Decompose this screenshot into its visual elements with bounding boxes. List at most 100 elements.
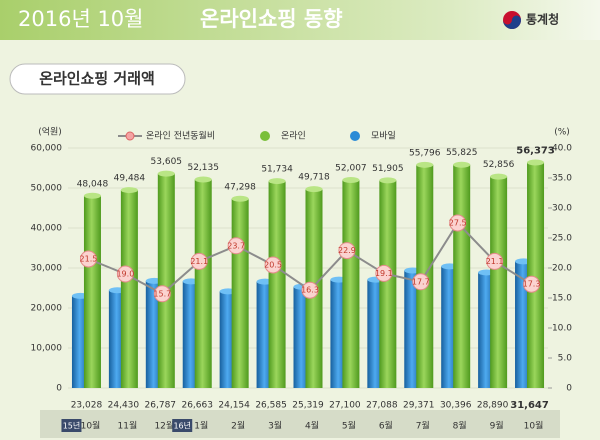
value-label: 55,825 (446, 148, 478, 158)
value-label: 52,856 (483, 160, 515, 170)
online-bar (527, 162, 545, 388)
yoy-label: 23.7 (227, 241, 245, 250)
y2-tick-label: 0 (566, 384, 572, 394)
yoy-point (301, 281, 319, 299)
y-tick-label: 60,000 (31, 144, 63, 154)
yoy-point (486, 252, 504, 270)
online-bar (120, 190, 138, 388)
yoy-point (190, 252, 208, 270)
yoy-point (412, 273, 430, 291)
value-label: 51,905 (372, 164, 404, 174)
yoy-point (153, 285, 171, 303)
value-label: 27,100 (329, 401, 361, 411)
value-label: 30,396 (440, 401, 472, 411)
title: 온라인쇼핑 동향 (200, 7, 343, 31)
online-bar (268, 181, 286, 388)
x-tick-label: 1월 (194, 420, 208, 432)
bar-cap (120, 187, 138, 194)
y2-tick-label: 30.0 (552, 204, 572, 214)
legend-marker (125, 131, 135, 141)
yoy-point (338, 242, 356, 260)
yoy-label: 17.3 (523, 280, 541, 289)
x-tick-label: 9월 (490, 420, 504, 432)
y-tick-label: 10,000 (31, 344, 63, 354)
legend-marker (260, 131, 270, 141)
online-bar (231, 198, 249, 388)
y-tick-label: 20,000 (31, 304, 63, 314)
y-tick-label: 30,000 (31, 264, 63, 274)
legend-label: 온라인 전년동월비 (146, 130, 215, 142)
online-bar (490, 176, 508, 388)
bar-cap (342, 176, 360, 183)
yoy-label: 21.1 (486, 257, 504, 266)
bar-cap (305, 186, 323, 193)
bar-cap (490, 173, 508, 180)
value-label: 52,007 (335, 163, 367, 173)
legend-label: 온라인 (281, 131, 306, 142)
yoy-label: 21.1 (190, 257, 208, 266)
header-band (0, 0, 600, 40)
value-label: 28,890 (477, 401, 509, 411)
y2-tick-label: 10.0 (552, 324, 572, 334)
yoy-label: 20.5 (264, 261, 282, 270)
agency: 통계청 (526, 12, 559, 27)
yoy-point (116, 265, 134, 283)
value-label: 29,371 (403, 401, 435, 411)
online-bar (157, 173, 175, 388)
online-bar (342, 179, 360, 388)
value-label: 56,373 (516, 146, 555, 157)
value-label: 48,048 (77, 179, 109, 189)
x-tick-label: 3월 (268, 420, 282, 432)
value-label: 26,663 (181, 401, 213, 411)
yoy-point (79, 250, 97, 268)
yoy-label: 19.1 (375, 269, 393, 278)
value-label: 24,430 (108, 401, 140, 411)
yoy-point (449, 214, 467, 232)
bar-cap (157, 170, 175, 177)
value-label: 55,796 (409, 148, 441, 158)
yoy-point (375, 264, 393, 282)
online-bar (379, 180, 397, 388)
y-axis-label: (억원) (38, 126, 62, 138)
value-label: 23,028 (71, 401, 103, 411)
x-tick-label: 5월 (342, 420, 356, 432)
x-tick-label: 2월 (231, 420, 245, 432)
yoy-label: 19.0 (116, 270, 134, 279)
x-tick-label: 8월 (453, 420, 467, 432)
legend-label: 모바일 (371, 131, 396, 142)
y2-tick-label: 15.0 (552, 294, 572, 304)
year-label: 15년 (63, 421, 81, 431)
year-badge (172, 419, 193, 432)
yoy-label: 22.9 (338, 246, 356, 255)
y2-axis-label: (%) (554, 128, 570, 138)
value-label: 24,154 (218, 401, 250, 411)
bar-cap (416, 161, 434, 168)
x-tick-label: 10월 (524, 420, 544, 432)
y-tick-label: 0 (56, 384, 62, 394)
value-label: 53,605 (151, 157, 183, 167)
bar-cap (194, 176, 212, 183)
y-tick-label: 50,000 (31, 184, 63, 194)
year-label: 16년 (173, 421, 191, 431)
section-tab (9, 63, 186, 95)
y2-tick-label: 25.0 (552, 234, 572, 244)
x-tick-label: 6월 (379, 420, 393, 432)
x-tick-label: 7월 (416, 420, 430, 432)
yoy-point (523, 275, 541, 293)
value-label: 31,647 (510, 400, 549, 411)
x-tick-label: 4월 (305, 420, 319, 432)
year-badge (61, 419, 82, 432)
x-tick-label: 10월 (81, 420, 101, 432)
yoy-point (227, 237, 245, 255)
value-label: 25,319 (292, 401, 324, 411)
online-bar (453, 164, 471, 388)
bar-cap (379, 177, 397, 184)
bar-cap (453, 161, 471, 168)
yoy-label: 27.5 (449, 219, 467, 228)
online-bar (194, 179, 212, 388)
bar-cap (231, 195, 249, 202)
y2-tick-label: 5.0 (558, 354, 573, 364)
bar-cap (268, 178, 286, 185)
title-date: 2016년 10월 (18, 7, 143, 31)
